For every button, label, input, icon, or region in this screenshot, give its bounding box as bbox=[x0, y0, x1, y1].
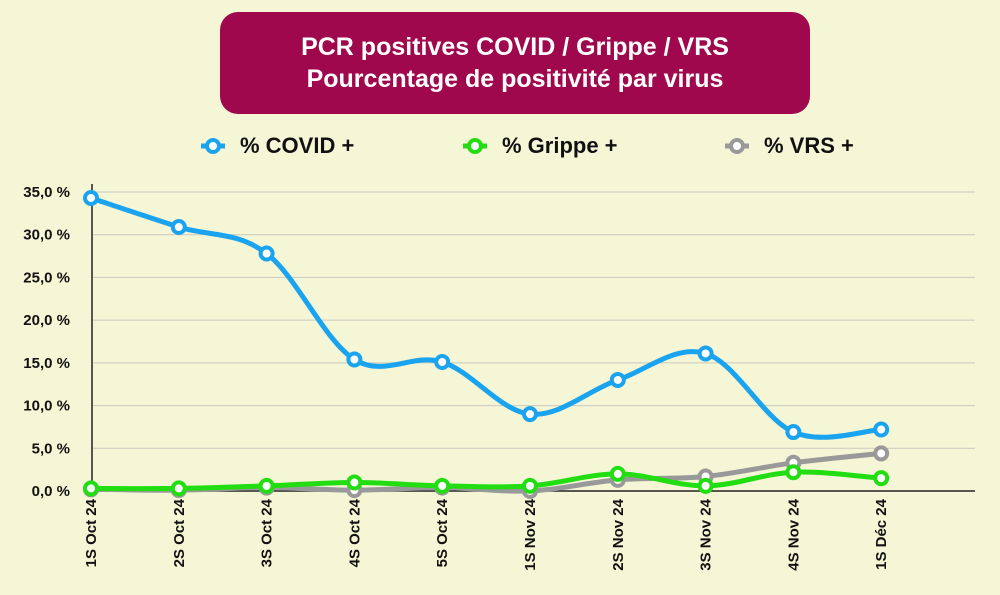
legend-item-covid[interactable]: % COVID + bbox=[200, 128, 354, 164]
y-tick-label: 10,0 % bbox=[23, 398, 70, 415]
legend-label-grippe: % Grippe + bbox=[502, 133, 618, 158]
x-tick-label: 5S Oct 24 bbox=[434, 498, 451, 567]
data-point-vrs[interactable] bbox=[873, 445, 890, 462]
x-tick-label: 1S Déc 24 bbox=[873, 498, 890, 570]
x-tick-label: 2S Nov 24 bbox=[610, 498, 627, 570]
legend-label-covid: % COVID + bbox=[240, 133, 355, 158]
series-line-grippe bbox=[88, 469, 884, 492]
y-tick-label: 30,0 % bbox=[23, 227, 70, 244]
data-point-grippe[interactable] bbox=[346, 474, 363, 491]
data-point-grippe[interactable] bbox=[873, 470, 890, 487]
x-tick-label: 4S Oct 24 bbox=[346, 498, 363, 567]
legend-marker-covid-icon bbox=[201, 138, 225, 154]
x-tick-label: 3S Oct 24 bbox=[259, 498, 276, 567]
data-point-covid[interactable] bbox=[83, 189, 99, 206]
y-tick-label: 20,0 % bbox=[23, 312, 70, 329]
chart-title-line1: PCR positives COVID / Grippe / VRS bbox=[301, 33, 729, 61]
data-point-covid[interactable] bbox=[697, 345, 714, 362]
x-tick-label: 4S Nov 24 bbox=[785, 498, 802, 570]
legend-item-vrs[interactable]: % VRS + bbox=[724, 128, 854, 164]
x-tick-label: 2S Oct 24 bbox=[171, 498, 188, 567]
chart-legend: % COVID + % Grippe + % VRS + bbox=[0, 128, 1000, 164]
y-tick-label: 35,0 % bbox=[23, 184, 70, 201]
data-point-covid[interactable] bbox=[522, 406, 538, 423]
data-point-grippe[interactable] bbox=[258, 477, 275, 494]
legend-item-grippe[interactable]: % Grippe + bbox=[462, 128, 618, 164]
y-tick-label: 15,0 % bbox=[23, 355, 70, 372]
data-point-grippe[interactable] bbox=[434, 477, 451, 494]
data-point-covid[interactable] bbox=[346, 351, 363, 368]
y-tick-label: 5,0 % bbox=[32, 440, 70, 457]
y-tick-label: 0,0 % bbox=[32, 483, 70, 500]
series-line-covid bbox=[88, 195, 884, 440]
y-tick-label: 25,0 % bbox=[23, 269, 70, 286]
legend-label-vrs: % VRS + bbox=[764, 133, 854, 158]
data-point-covid[interactable] bbox=[258, 245, 275, 262]
data-point-covid[interactable] bbox=[434, 354, 451, 371]
chart-title-box: PCR positives COVID / Grippe / VRS Pourc… bbox=[220, 12, 810, 114]
data-point-grippe[interactable] bbox=[609, 465, 626, 482]
data-point-covid[interactable] bbox=[785, 424, 802, 441]
data-point-grippe[interactable] bbox=[522, 477, 538, 494]
chart-title-line2: Pourcentage de positivité par virus bbox=[306, 65, 724, 93]
data-point-grippe[interactable] bbox=[83, 480, 99, 497]
data-point-grippe[interactable] bbox=[170, 480, 187, 497]
x-tick-label: 1S Oct 24 bbox=[83, 498, 100, 567]
data-point-covid[interactable] bbox=[873, 421, 890, 438]
data-point-covid[interactable] bbox=[609, 371, 626, 388]
x-tick-label: 3S Nov 24 bbox=[698, 498, 715, 570]
legend-marker-vrs-icon bbox=[725, 138, 749, 154]
x-tick-label: 1S Nov 24 bbox=[522, 498, 539, 570]
legend-marker-grippe-icon bbox=[463, 138, 487, 154]
data-point-grippe[interactable] bbox=[697, 477, 714, 494]
data-point-grippe[interactable] bbox=[785, 464, 802, 481]
data-point-covid[interactable] bbox=[170, 219, 187, 236]
